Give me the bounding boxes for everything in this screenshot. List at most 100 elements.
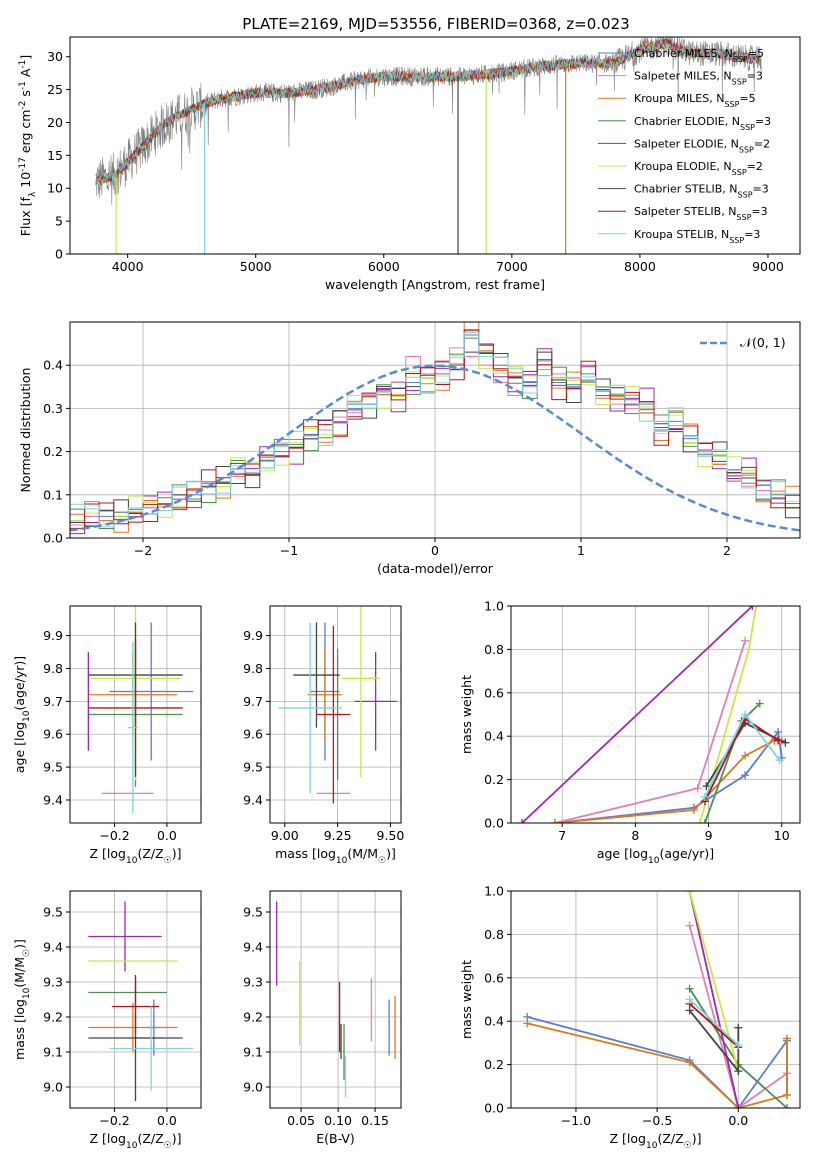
mass-weight-marker (685, 995, 694, 1004)
y-axis-label: mass [log10(M/M☉)] (12, 939, 32, 1060)
x-tick-label: 5000 (240, 259, 272, 274)
legend-label: Chabrier STELIB, NSSP=3 (634, 183, 769, 200)
mass-weight-marker (685, 984, 694, 993)
y-tick-label: 9.5 (243, 905, 263, 920)
legend-label: Kroupa STELIB, NSSP=3 (634, 228, 760, 245)
y-tick-label: 9.0 (43, 1080, 63, 1095)
mass-weight-marker (685, 921, 694, 930)
mass-weight-marker (781, 738, 790, 747)
x-tick-label: −2 (134, 543, 152, 558)
x-axis-label: Z [log10(Z/Z☉)] (610, 1131, 702, 1151)
legend-label: Kroupa ELODIE, NSSP=2 (634, 160, 763, 177)
y-tick-label: 9.5 (43, 905, 63, 920)
x-axis-label: mass [log10(M/M☉)] (275, 846, 396, 866)
x-tick-label: −0.2 (99, 1113, 129, 1128)
model-spectrum-line (95, 41, 762, 188)
x-tick-label: 8 (631, 828, 639, 843)
mass-weight-marker (700, 792, 709, 801)
axes-frame (510, 605, 801, 824)
y-tick-label: 0.0 (484, 816, 504, 831)
x-tick-label: 0.05 (287, 1113, 315, 1128)
legend-label: Kroupa MILES, NSSP=5 (634, 92, 756, 109)
y-tick-label: 9.2 (243, 1010, 263, 1025)
mass-weight-marker (734, 1104, 743, 1108)
mass-weight-marker (752, 606, 761, 610)
mass-weight-marker (783, 1090, 792, 1099)
y-tick-label: 1.0 (484, 599, 504, 614)
axes-frame (69, 36, 801, 255)
mass-weight-marker (774, 736, 783, 745)
x-tick-label: 4000 (112, 259, 144, 274)
mass-weight-marker (741, 710, 750, 719)
mass-weight-line (688, 891, 740, 1108)
x-tick-label: −1 (280, 543, 298, 558)
y-tick-label: 9.3 (243, 975, 263, 990)
plot-area (523, 891, 792, 1108)
x-tick-label: 6000 (368, 259, 400, 274)
y-tick-label: 0.0 (43, 531, 63, 546)
legend-label: Salpeter ELODIE, NSSP=2 (634, 137, 770, 154)
plot-area (278, 606, 397, 804)
y-tick-label: 0.4 (484, 1014, 504, 1029)
y-tick-label: 0.1 (43, 487, 63, 502)
y-tick-label: 0.6 (484, 970, 504, 985)
mass-weight-marker (517, 819, 526, 823)
y-tick-label: 9.4 (43, 792, 63, 807)
chart-mass-weight-vs-Z: −1.0 −0.5 0.0 0.0 0.2 0.4 0.6 0.8 1.0 Z [log10(Z/… (459, 884, 801, 1151)
mass-weight-marker (734, 1023, 743, 1032)
x-tick-label: 0.15 (361, 1113, 389, 1128)
y-tick-label: 30 (47, 49, 63, 64)
legend-label: Chabrier MILES, NSSP=5 (634, 47, 764, 64)
mass-weight-marker (741, 771, 750, 780)
mass-weight-marker (550, 819, 559, 823)
x-tick-label: −0.5 (642, 1113, 672, 1128)
x-tick-label: 0.10 (324, 1113, 352, 1128)
chart-mass-weight-vs-age: 7 8 9 10 0.0 0.2 0.4 0.6 0.8 1.0 age [log10(age/yr… (459, 599, 801, 866)
x-tick-label: 2 (723, 543, 731, 558)
axes-frame (69, 890, 202, 1109)
legend-label: 𝒩(0, 1) (740, 335, 786, 350)
x-axis-label: Z [log10(Z/Z☉)] (90, 1131, 182, 1151)
x-tick-label: −0.2 (99, 828, 129, 843)
mass-weight-marker (693, 784, 702, 793)
plot-area (88, 901, 194, 1101)
mass-weight-marker (755, 699, 764, 708)
mass-weight-marker (523, 1019, 532, 1028)
mass-weight-marker (783, 1104, 792, 1108)
axes-frame (269, 605, 402, 824)
y-tick-label: 0.8 (484, 927, 504, 942)
y-tick-label: 9.4 (43, 940, 63, 955)
legend-label: Salpeter STELIB, NSSP=3 (634, 205, 768, 222)
mass-weight-marker (741, 636, 750, 645)
mass-weight-marker (748, 606, 757, 610)
normal-curve (70, 364, 800, 532)
y-tick-label: 20 (47, 115, 63, 130)
mass-weight-marker (702, 782, 711, 791)
x-tick-label: −1.0 (561, 1113, 591, 1128)
legend-label: Chabrier ELODIE, NSSP=3 (634, 115, 771, 132)
x-tick-label: 0.0 (157, 828, 177, 843)
mass-weight-marker (695, 819, 704, 823)
y-tick-label: 0.4 (484, 729, 504, 744)
y-tick-label: 9.6 (43, 727, 63, 742)
plot-area (276, 901, 396, 1098)
plot-area (70, 322, 800, 535)
y-axis-label: mass weight (459, 675, 474, 754)
mass-weight-line (688, 998, 739, 1046)
histogram-step (70, 331, 800, 528)
x-tick-label: 9000 (752, 259, 784, 274)
mass-weight-marker (685, 1058, 694, 1067)
x-tick-label: 9 (705, 828, 713, 843)
plot-area (517, 606, 790, 823)
chart-spectrum: 4000 5000 6000 7000 8000 9000 0 5 10 15 20 25 30 wave… (18, 36, 801, 292)
mass-weight-marker (734, 1041, 743, 1050)
y-axis-label: Normed distribution (18, 368, 33, 493)
y-tick-label: 9.7 (243, 694, 263, 709)
mass-weight-line (521, 606, 754, 823)
y-axis-label: Flux [fλ 10-17 erg cm-2 s-1 A-1] (18, 55, 38, 237)
x-tick-label: 0.0 (728, 1113, 748, 1128)
x-tick-label: 8000 (624, 259, 656, 274)
axes-frame (510, 890, 801, 1109)
x-axis-label: Z [log10(Z/Z☉)] (90, 846, 182, 866)
